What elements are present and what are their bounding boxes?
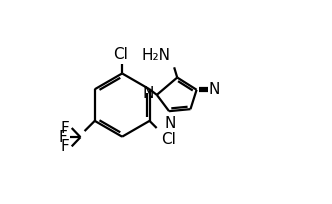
Text: F: F — [60, 121, 69, 135]
Text: N: N — [208, 82, 220, 97]
Text: N: N — [164, 116, 176, 131]
Text: H₂N: H₂N — [141, 48, 170, 63]
Text: Cl: Cl — [113, 47, 127, 62]
Text: N: N — [143, 86, 154, 101]
Text: F: F — [58, 130, 67, 145]
Text: F: F — [60, 139, 69, 154]
Text: Cl: Cl — [161, 132, 176, 147]
